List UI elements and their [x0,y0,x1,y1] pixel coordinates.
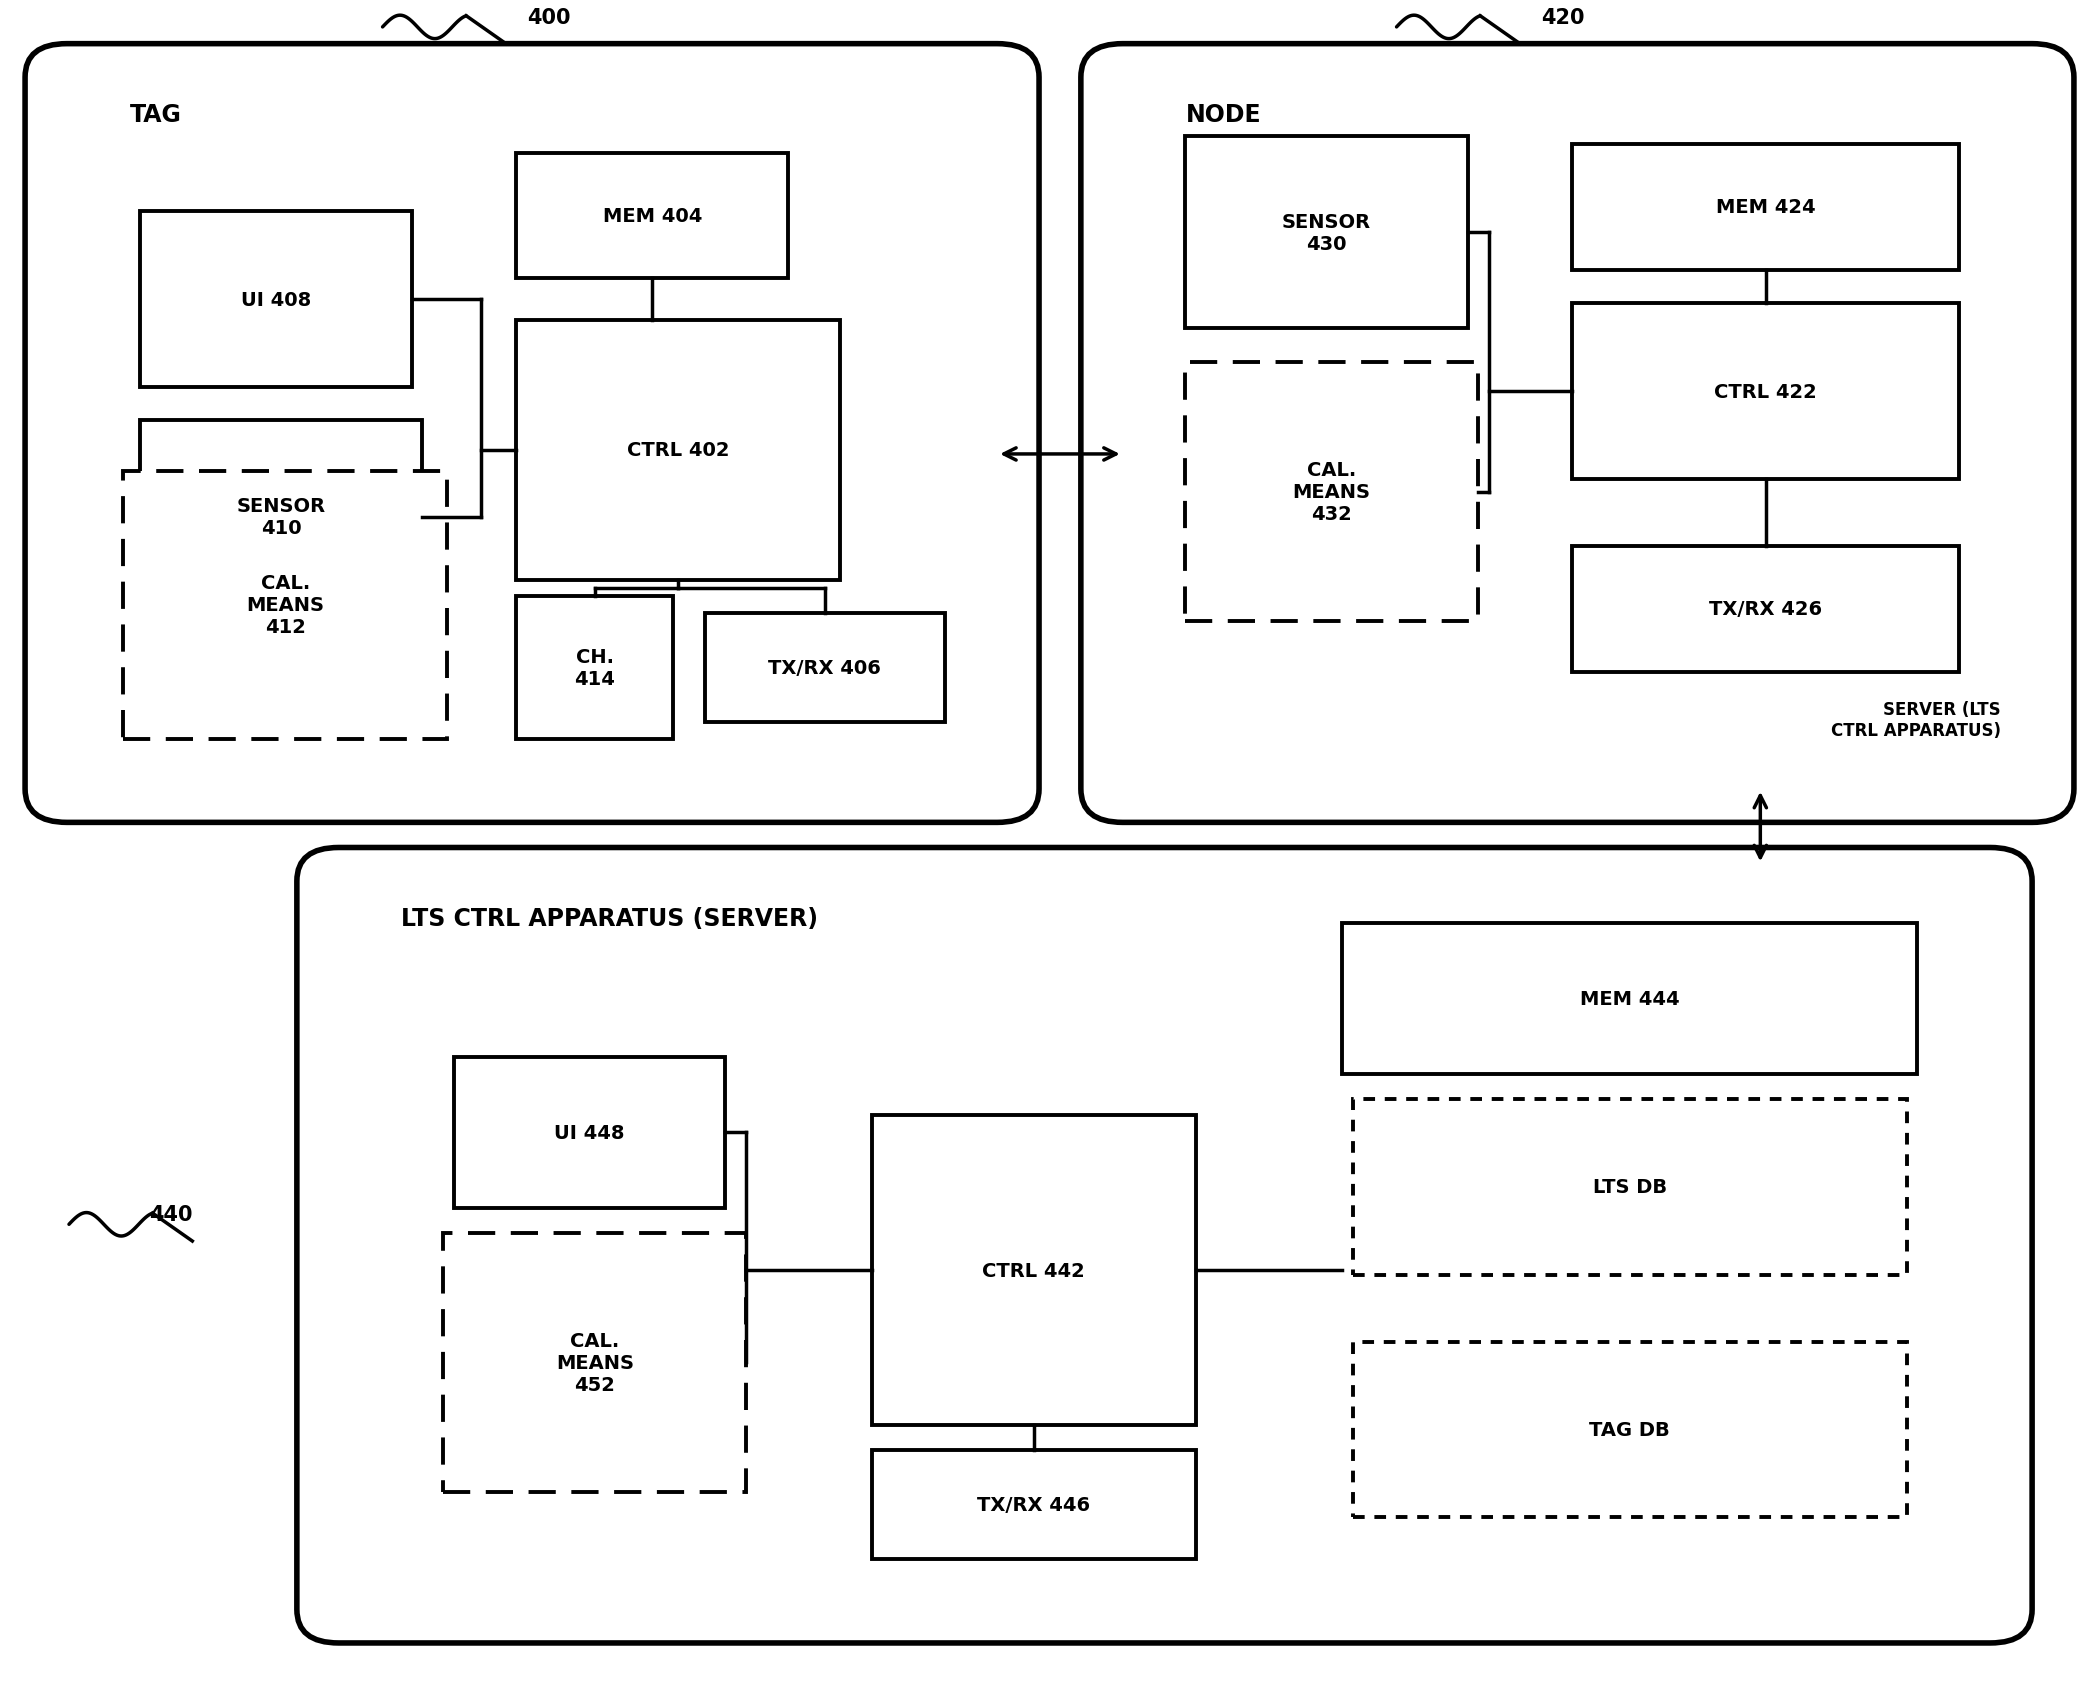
Bar [1572,145,1958,270]
Bar [1572,547,1958,672]
Text: SENSOR
430: SENSOR 430 [1282,213,1371,253]
Text: CTRL 422: CTRL 422 [1715,382,1818,402]
Text: CAL.
MEANS
452: CAL. MEANS 452 [556,1331,634,1393]
Text: UI 408: UI 408 [241,291,311,309]
Bar [141,421,422,613]
Bar [1352,1341,1906,1517]
Bar [141,213,411,388]
Text: LTS CTRL APPARATUS (SERVER): LTS CTRL APPARATUS (SERVER) [401,907,819,931]
Text: CAL.
MEANS
432: CAL. MEANS 432 [1293,461,1371,524]
Bar [1186,363,1478,622]
Text: SENSOR
410: SENSOR 410 [237,497,325,537]
Bar [443,1233,747,1493]
Bar [516,596,674,740]
Bar [516,321,840,581]
Bar [1352,1100,1906,1275]
Text: MEM 404: MEM 404 [602,206,701,226]
Text: TAG: TAG [130,103,181,127]
FancyBboxPatch shape [1081,44,2074,823]
Text: MEM 444: MEM 444 [1581,990,1679,1008]
Bar [453,1057,726,1208]
Text: SERVER (LTS
CTRL APPARATUS): SERVER (LTS CTRL APPARATUS) [1830,701,2000,740]
Bar [1572,304,1958,480]
Text: TX/RX 446: TX/RX 446 [978,1495,1089,1515]
Text: TX/RX 406: TX/RX 406 [768,659,882,677]
Text: MEM 424: MEM 424 [1715,198,1816,218]
Text: TX/RX 426: TX/RX 426 [1709,600,1822,618]
Bar [516,154,787,279]
FancyBboxPatch shape [296,848,2032,1643]
Text: UI 448: UI 448 [554,1123,626,1142]
Bar [705,613,945,723]
Text: 420: 420 [1541,8,1585,29]
Text: CTRL 442: CTRL 442 [982,1262,1085,1280]
Bar [1341,924,1916,1074]
Bar [871,1116,1196,1426]
Text: NODE: NODE [1186,103,1261,127]
Text: 400: 400 [527,8,571,29]
Text: CAL.
MEANS
412: CAL. MEANS 412 [246,574,325,637]
Bar [1186,137,1467,329]
Text: CTRL 402: CTRL 402 [628,441,730,459]
Bar [124,471,447,740]
FancyBboxPatch shape [25,44,1039,823]
Bar [871,1451,1196,1559]
Text: 440: 440 [149,1204,193,1225]
Text: CH.
414: CH. 414 [575,647,615,689]
Text: LTS DB: LTS DB [1593,1177,1667,1196]
Text: TAG DB: TAG DB [1589,1420,1671,1439]
